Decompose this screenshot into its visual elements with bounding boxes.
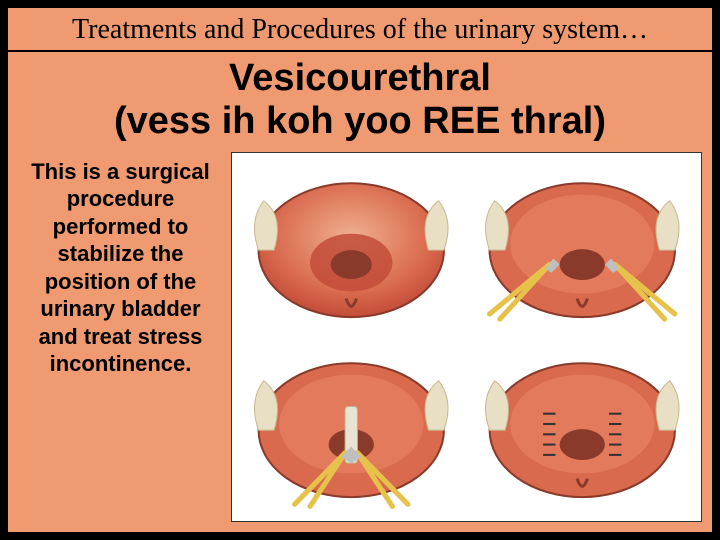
slide-title: Treatments and Procedures of the urinary…: [8, 8, 712, 52]
bladder-sutures-icon: [469, 339, 696, 515]
figure-panel-4: [469, 339, 696, 515]
figure-panel-3: [238, 339, 465, 515]
pronunciation: (vess ih koh yoo REE thral): [28, 100, 692, 144]
term-block: Vesicourethral (vess ih koh yoo REE thra…: [8, 52, 712, 151]
procedure-figure: [231, 152, 702, 522]
bladder-forceps-icon: [469, 159, 696, 335]
bladder-center-forceps-icon: [238, 339, 465, 515]
figure-panel-2: [469, 159, 696, 335]
content-row: This is a surgical procedure performed t…: [8, 152, 712, 532]
description-text: This is a surgical procedure performed t…: [18, 152, 223, 522]
term-word: Vesicourethral: [28, 58, 692, 100]
figure-panel-1: [238, 159, 465, 335]
bladder-icon: [238, 159, 465, 335]
slide: Treatments and Procedures of the urinary…: [6, 6, 714, 534]
